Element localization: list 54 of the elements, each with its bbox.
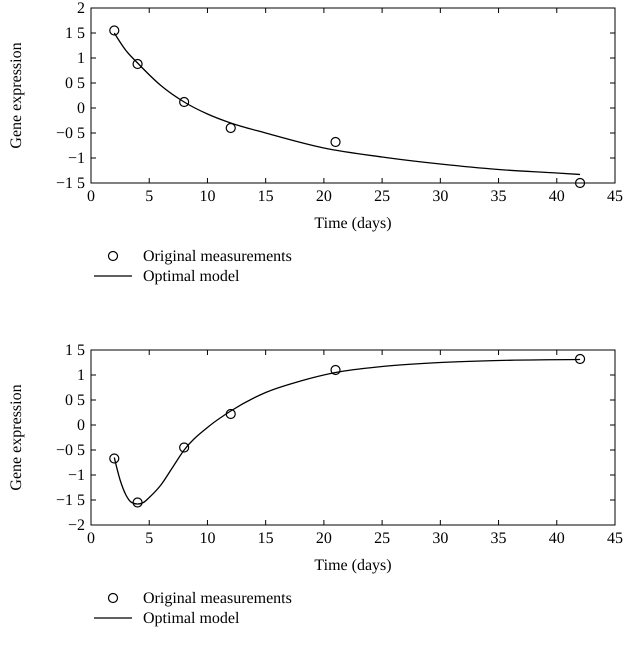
- x-axis-title: Time (days): [314, 215, 392, 232]
- y-tick-label: −1 5: [56, 175, 85, 192]
- y-axis-title: Gene expression: [8, 384, 25, 491]
- point: [132, 497, 143, 508]
- x-tick-label: 10: [199, 530, 216, 547]
- x-tick-label: 5: [145, 188, 154, 205]
- x-tick-label: 5: [145, 530, 154, 547]
- point: [574, 178, 586, 188]
- point: [109, 453, 120, 464]
- point: [179, 442, 190, 453]
- point: [574, 354, 586, 364]
- legend-label: Original measurements: [143, 248, 292, 265]
- x-tick-label: 15: [258, 188, 274, 205]
- x-tick-label: 45: [607, 530, 623, 547]
- point: [226, 122, 236, 134]
- y-axis-title: Gene expression: [8, 42, 25, 149]
- x-tick-label: 35: [490, 530, 507, 547]
- y-tick-label: 0 5: [65, 75, 85, 92]
- y-tick-label: 0: [77, 100, 85, 117]
- y-tick-label: 0 5: [65, 392, 85, 409]
- y-tick-label: −1: [68, 467, 85, 484]
- point: [109, 25, 120, 36]
- x-tick-label: 30: [432, 188, 448, 205]
- legend-label: Original measurements: [143, 590, 292, 607]
- x-tick-label: 40: [548, 188, 565, 205]
- y-tick-label: 1: [77, 367, 85, 384]
- y-tick-label: −1 5: [56, 492, 85, 509]
- y-tick-label: 2: [77, 0, 85, 17]
- y-tick-label: −1: [68, 150, 85, 167]
- y-tick-label: −2: [68, 517, 85, 534]
- x-tick-label: 35: [490, 188, 507, 205]
- x-tick-label: 15: [258, 530, 274, 547]
- y-tick-label: 1: [77, 50, 85, 67]
- x-tick-label: 45: [607, 188, 623, 205]
- point: [330, 364, 341, 376]
- x-tick-label: 20: [316, 188, 332, 205]
- point: [179, 96, 190, 108]
- y-tick-label: −0 5: [56, 125, 85, 142]
- x-tick-label: 20: [316, 530, 332, 547]
- y-tick-label: −0 5: [56, 442, 85, 459]
- x-tick-label: 30: [432, 530, 448, 547]
- x-tick-label: 40: [548, 530, 565, 547]
- y-tick-label: 0: [77, 417, 85, 434]
- x-tick-label: 10: [199, 188, 216, 205]
- point: [132, 58, 143, 70]
- point: [226, 408, 236, 420]
- y-tick-label: 1 5: [65, 342, 85, 359]
- point: [330, 136, 341, 148]
- x-tick-label: 25: [374, 530, 390, 547]
- y-tick-label: 1 5: [65, 25, 85, 42]
- x-tick-label: 25: [374, 188, 390, 205]
- legend-label: Optimal model: [143, 610, 240, 627]
- legend-label: Optimal model: [143, 268, 240, 285]
- x-axis-title: Time (days): [314, 557, 392, 574]
